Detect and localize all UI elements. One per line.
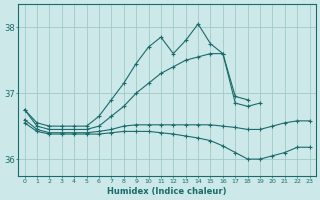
- X-axis label: Humidex (Indice chaleur): Humidex (Indice chaleur): [108, 187, 227, 196]
